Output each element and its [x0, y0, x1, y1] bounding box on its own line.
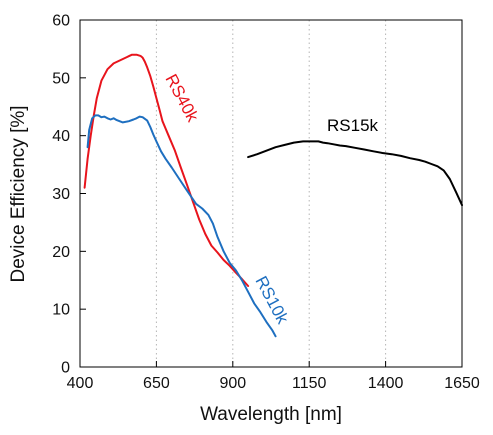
- y-tick-label: 0: [61, 360, 70, 377]
- x-tick-label: 900: [219, 375, 246, 392]
- series-lines: [83, 53, 463, 338]
- x-tick-label: 400: [67, 375, 94, 392]
- axis-ticks: 400 650 900 1150 1400 1650 0 10 20 30 40 50 60: [52, 13, 480, 393]
- series-label-rs15k: RS15k: [327, 116, 379, 135]
- y-axis-title: Device Efficiency [%]: [8, 105, 29, 282]
- y-tick-label: 30: [52, 186, 70, 203]
- x-tick-label: 1400: [368, 375, 404, 392]
- grid: [155, 20, 387, 367]
- y-tick-label: 50: [52, 70, 70, 87]
- y-tick-label: 60: [52, 13, 70, 30]
- series-line-rs15k: [247, 140, 463, 207]
- y-tick-label: 40: [52, 128, 70, 145]
- x-tick-label: 1150: [292, 375, 327, 392]
- x-tick-label: 1650: [444, 375, 480, 392]
- y-tick-label: 10: [52, 302, 70, 319]
- series-label-rs10k: RS10k: [251, 273, 292, 327]
- y-tick-label: 20: [52, 244, 70, 261]
- series-line-rs10k: [86, 114, 277, 338]
- x-axis-title: Wavelength [nm]: [200, 404, 342, 425]
- series-label-rs40k: RS40k: [161, 71, 202, 125]
- x-tick-label: 650: [143, 375, 170, 392]
- series-line-rs40k: [83, 53, 250, 287]
